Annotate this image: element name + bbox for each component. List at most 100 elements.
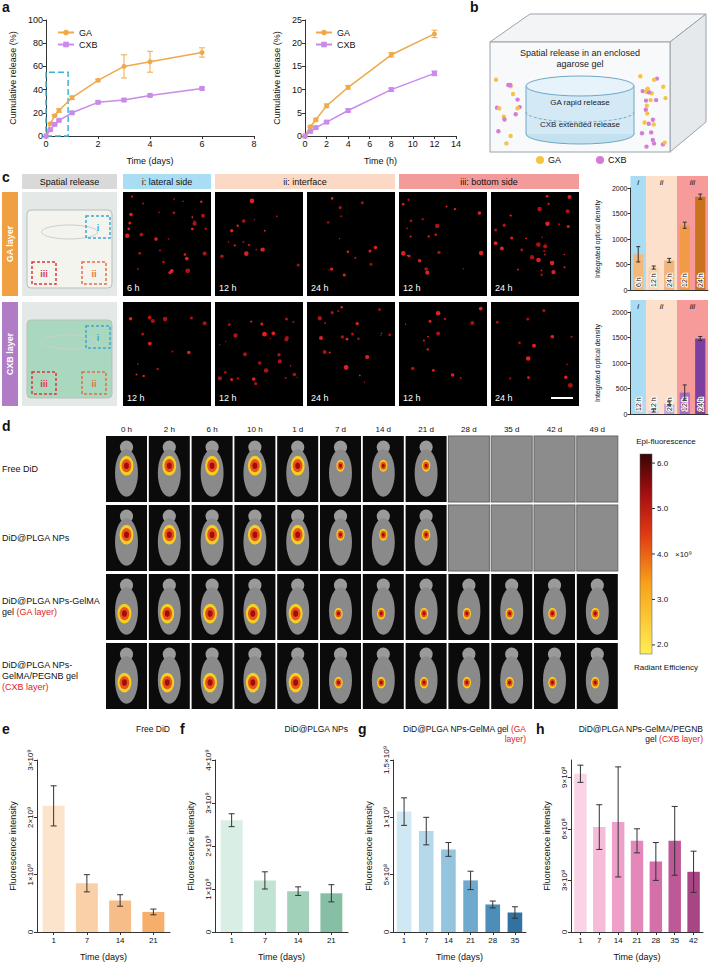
svg-text:1×10⁹: 1×10⁹ <box>204 878 213 899</box>
svg-text:12 h: 12 h <box>127 393 145 403</box>
svg-text:28 d: 28 d <box>461 425 477 434</box>
svg-text:10: 10 <box>292 85 302 95</box>
svg-text:12 h: 12 h <box>681 273 688 287</box>
svg-text:2: 2 <box>324 139 329 149</box>
svg-text:6 h: 6 h <box>635 277 642 287</box>
svg-text:4.0: 4.0 <box>657 550 669 559</box>
svg-text:3×10⁸: 3×10⁸ <box>560 870 569 891</box>
svg-text:0: 0 <box>560 929 569 934</box>
svg-text:Cumulative release (%): Cumulative release (%) <box>272 31 282 125</box>
svg-text:500: 500 <box>616 261 628 268</box>
svg-text:60: 60 <box>33 61 43 71</box>
svg-text:3×10⁹: 3×10⁹ <box>204 792 213 813</box>
svg-text:5×10⁸: 5×10⁸ <box>382 864 391 885</box>
svg-text:i: i <box>97 333 100 343</box>
svg-text:24 h: 24 h <box>495 393 513 403</box>
svg-text:10: 10 <box>408 139 418 149</box>
svg-text:12 h: 12 h <box>650 397 657 411</box>
svg-text:12: 12 <box>429 139 439 149</box>
svg-text:21 d: 21 d <box>418 425 434 434</box>
svg-text:6: 6 <box>367 139 372 149</box>
svg-text:0: 0 <box>624 411 628 418</box>
svg-text:7: 7 <box>85 936 90 945</box>
svg-text:12 h: 12 h <box>635 397 642 411</box>
svg-text:2: 2 <box>95 139 100 149</box>
svg-text:4: 4 <box>147 139 152 149</box>
svg-text:24 h: 24 h <box>666 273 673 287</box>
svg-text:iii: bottom side: iii: bottom side <box>460 177 518 187</box>
svg-text:Fluorescence intensity: Fluorescence intensity <box>364 801 374 891</box>
svg-text:8: 8 <box>389 139 394 149</box>
svg-text:6 h: 6 h <box>127 283 140 293</box>
svg-text:21: 21 <box>466 936 475 945</box>
svg-text:14: 14 <box>444 936 453 945</box>
svg-text:CXB layer: CXB layer <box>5 332 15 375</box>
svg-text:GA: GA <box>337 28 350 38</box>
svg-text:Spatial release in an enclosed: Spatial release in an enclosed <box>520 48 640 58</box>
svg-text:14 d: 14 d <box>376 425 392 434</box>
svg-text:i: i <box>637 302 639 311</box>
svg-text:14: 14 <box>614 936 623 945</box>
svg-text:12 h: 12 h <box>219 393 237 403</box>
svg-text:8: 8 <box>251 139 256 149</box>
svg-text:Time (days): Time (days) <box>613 952 660 962</box>
svg-text:Time (days): Time (days) <box>80 952 127 962</box>
svg-text:500: 500 <box>616 385 628 392</box>
svg-text:CXB: CXB <box>608 155 627 165</box>
svg-text:7: 7 <box>424 936 429 945</box>
svg-text:CXB extended release: CXB extended release <box>540 120 621 129</box>
svg-text:1000: 1000 <box>612 236 628 243</box>
svg-text:7: 7 <box>263 936 268 945</box>
svg-text:0: 0 <box>38 131 43 141</box>
svg-text:Integrated optical density: Integrated optical density <box>594 200 602 278</box>
svg-text:35: 35 <box>510 936 519 945</box>
svg-text:iii: iii <box>690 178 696 187</box>
svg-text:ii: ii <box>660 178 664 187</box>
svg-text:1: 1 <box>229 936 234 945</box>
svg-text:1×10⁹: 1×10⁹ <box>382 807 391 828</box>
svg-text:1×10⁹: 1×10⁹ <box>26 864 35 885</box>
svg-text:6×10⁸: 6×10⁸ <box>560 818 569 839</box>
svg-text:12 h: 12 h <box>650 273 657 287</box>
svg-text:21: 21 <box>149 936 158 945</box>
svg-text:35 d: 35 d <box>504 425 520 434</box>
svg-text:7: 7 <box>597 936 602 945</box>
svg-text:1.5×10⁹: 1.5×10⁹ <box>382 746 391 774</box>
svg-text:0: 0 <box>43 139 48 149</box>
svg-text:CXB: CXB <box>337 40 356 50</box>
svg-text:Fluorescence intensity: Fluorescence intensity <box>186 801 196 891</box>
svg-text:GA layer: GA layer <box>5 225 15 262</box>
svg-text:0: 0 <box>26 929 35 934</box>
svg-text:2×10⁹: 2×10⁹ <box>204 835 213 856</box>
svg-text:1500: 1500 <box>612 334 628 341</box>
svg-text:42 d: 42 d <box>547 425 563 434</box>
svg-text:40: 40 <box>33 85 43 95</box>
svg-text:14: 14 <box>294 936 303 945</box>
svg-text:20: 20 <box>292 38 302 48</box>
svg-text:1: 1 <box>402 936 407 945</box>
svg-text:iii: iii <box>690 302 696 311</box>
svg-text:2 h: 2 h <box>164 425 175 434</box>
svg-text:0: 0 <box>297 131 302 141</box>
svg-text:3.0: 3.0 <box>657 595 669 604</box>
svg-text:12 h: 12 h <box>403 283 421 293</box>
svg-text:Integrated optical density: Integrated optical density <box>594 324 602 402</box>
svg-text:agarose gel: agarose gel <box>556 59 603 69</box>
svg-text:7 d: 7 d <box>335 425 346 434</box>
svg-text:0: 0 <box>382 929 391 934</box>
svg-text:i: i <box>97 223 100 233</box>
svg-text:Time (days): Time (days) <box>126 156 173 166</box>
svg-text:12 h: 12 h <box>403 393 421 403</box>
svg-text:6.0: 6.0 <box>657 459 669 468</box>
svg-text:10 h: 10 h <box>247 425 263 434</box>
svg-text:ii: ii <box>91 269 96 279</box>
svg-text:Time (days): Time (days) <box>436 952 483 962</box>
svg-text:CXB: CXB <box>79 40 98 50</box>
svg-text:Cumulative release (%): Cumulative release (%) <box>8 31 18 125</box>
svg-text:3×10⁹: 3×10⁹ <box>26 749 35 770</box>
svg-text:14: 14 <box>451 139 461 149</box>
svg-text:42: 42 <box>689 936 698 945</box>
svg-text:0: 0 <box>624 287 628 294</box>
svg-text:ii: ii <box>91 379 96 389</box>
svg-text:Time (days): Time (days) <box>258 952 305 962</box>
